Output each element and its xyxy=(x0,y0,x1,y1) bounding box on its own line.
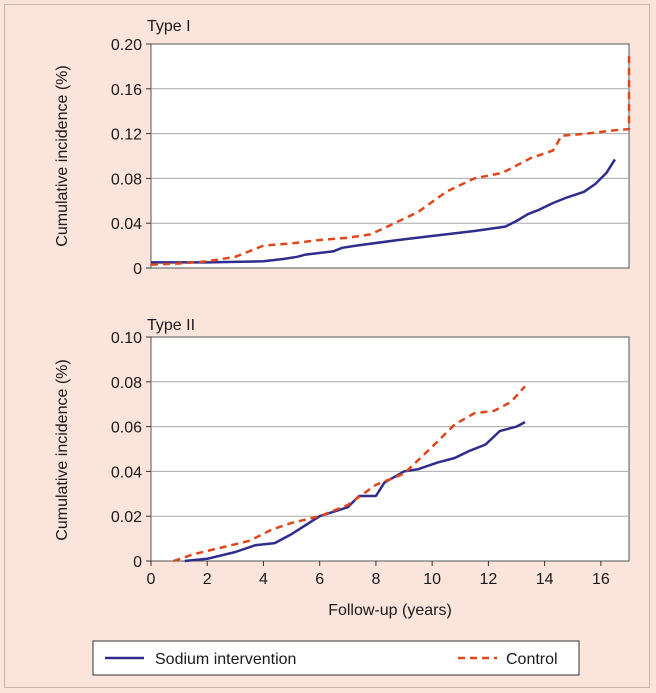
y-tick-label: 0.10 xyxy=(111,330,142,347)
y-tick-label: 0.08 xyxy=(111,171,142,188)
legend-box xyxy=(92,640,580,676)
panel-title-type-ii: Type II xyxy=(147,317,195,334)
x-axis-type-ii: 0 2 4 6 8 10 12 14 16 xyxy=(147,561,610,588)
panel-title-type-i: Type I xyxy=(147,18,191,35)
y-tick-label: 0.12 xyxy=(111,127,142,144)
y-axis-type-i: 0 0.04 0.08 0.12 0.16 0.20 xyxy=(111,37,151,278)
y-tick-label: 0.04 xyxy=(111,464,142,481)
y-axis-label-type-i: Cumulative incidence (%) xyxy=(54,65,71,246)
x-tick-label: 16 xyxy=(592,571,610,588)
x-tick-label: 8 xyxy=(371,571,380,588)
legend: Sodium intervention Control xyxy=(92,640,580,676)
plot-area-type-i xyxy=(150,43,630,269)
series-line-control xyxy=(173,385,526,563)
y-tick-label: 0.02 xyxy=(111,509,142,526)
y-tick-label: 0.08 xyxy=(111,375,142,392)
y-tick-label: 0.20 xyxy=(111,37,142,54)
x-tick-label: 10 xyxy=(423,571,441,588)
x-tick-label: 4 xyxy=(259,571,268,588)
x-tick-label: 6 xyxy=(315,571,324,588)
x-tick-label: 14 xyxy=(536,571,554,588)
y-tick-label: 0 xyxy=(133,261,142,278)
grid-type-i xyxy=(151,88,629,224)
figure-frame xyxy=(4,4,650,688)
series-line-sodium-intervention xyxy=(151,158,616,264)
y-tick-label: 0 xyxy=(133,554,142,571)
y-tick-label: 0.04 xyxy=(111,216,142,233)
y-tick-label: 0.06 xyxy=(111,420,142,437)
series-group-type-i xyxy=(150,55,631,266)
series-line-sodium-intervention xyxy=(184,420,526,563)
y-axis-type-ii: 0 0.02 0.04 0.06 0.08 0.10 xyxy=(111,330,151,571)
y-axis-label-type-ii: Cumulative incidence (%) xyxy=(54,359,71,540)
x-tick-label: 2 xyxy=(203,571,212,588)
grid-type-ii xyxy=(151,381,629,517)
legend-label-control: Control xyxy=(506,651,558,668)
plot-area-type-ii xyxy=(150,336,630,562)
x-tick-label: 0 xyxy=(147,571,156,588)
series-group-type-ii xyxy=(173,385,526,563)
x-tick-label: 12 xyxy=(480,571,498,588)
x-axis-label: Follow-up (years) xyxy=(328,602,452,619)
legend-label-sodium: Sodium intervention xyxy=(155,651,296,668)
series-line-control xyxy=(150,55,631,266)
y-tick-label: 0.16 xyxy=(111,82,142,99)
